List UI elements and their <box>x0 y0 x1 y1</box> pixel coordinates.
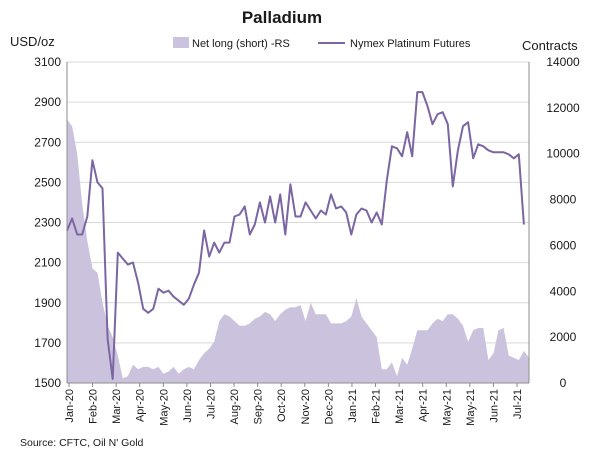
legend: Net long (short) -RS Nymex Platinum Futu… <box>173 37 471 50</box>
right-tick-label: 10000 <box>546 147 580 161</box>
x-tick-label: May-20 <box>158 389 170 426</box>
legend-label-net-long: Net long (short) -RS <box>192 38 290 50</box>
right-tick-label: 14000 <box>546 55 580 69</box>
x-tick-label: Jul-21 <box>512 389 524 419</box>
x-tick-label: Oct-20 <box>276 389 288 422</box>
left-tick-label: 2900 <box>34 95 61 109</box>
right-tick-label: 6000 <box>550 238 577 252</box>
right-tick-label: 2000 <box>550 330 577 344</box>
left-axis-ticks: 1500 1700 1900 2100 2300 2500 2700 2900 3100 <box>34 55 61 390</box>
left-tick-label: 2500 <box>34 175 61 189</box>
legend-swatch-net-long <box>173 37 189 48</box>
x-tick-label: Jan-20 <box>64 389 76 423</box>
x-tick-label: Feb-20 <box>88 389 100 424</box>
x-tick-label: Aug-20 <box>229 389 241 424</box>
right-tick-label: 8000 <box>550 193 577 207</box>
legend-label-platinum: Nymex Platinum Futures <box>350 38 471 50</box>
left-tick-label: 3100 <box>34 55 61 69</box>
source-note: Source: CFTC, Oil N' Gold <box>20 437 144 449</box>
left-tick-label: 1700 <box>34 336 61 350</box>
platinum-futures-line-series <box>66 91 525 380</box>
right-axis-label: Contracts <box>522 38 578 53</box>
right-tick-label: 12000 <box>546 101 580 115</box>
right-axis-ticks: 0 2000 4000 6000 8000 10000 12000 14000 <box>546 55 580 390</box>
x-tick-label: Jul-20 <box>205 389 217 419</box>
right-tick-label: 4000 <box>550 284 577 298</box>
net-long-area-series <box>67 119 529 384</box>
x-tick-label: May-21 <box>465 389 477 426</box>
x-tick-label: May-21 <box>441 389 453 426</box>
gridlines <box>67 61 529 344</box>
x-axis-ticks: Jan-20 Feb-20 Mar-20 Apr-20 May-20 Jun-20 Jul-… <box>64 383 524 426</box>
left-tick-label: 2300 <box>34 216 61 230</box>
x-tick-label: Dec-20 <box>323 389 335 424</box>
right-tick-label: 0 <box>560 376 567 390</box>
x-tick-label: Jun-20 <box>182 389 194 423</box>
x-tick-label: Apr-21 <box>418 389 430 422</box>
left-tick-label: 2100 <box>34 256 61 270</box>
chart-title: Palladium <box>242 8 322 27</box>
x-tick-label: Mar-20 <box>111 389 123 424</box>
x-tick-label: Jan-21 <box>347 389 359 423</box>
x-tick-label: Sep-20 <box>253 389 265 424</box>
x-tick-label: Apr-20 <box>135 389 147 422</box>
x-tick-label: Feb-21 <box>371 389 383 424</box>
left-axis-label: USD/oz <box>10 34 55 49</box>
x-tick-label: Jun-21 <box>488 389 500 423</box>
x-tick-label: Mar-21 <box>394 389 406 424</box>
left-tick-label: 2700 <box>34 135 61 149</box>
left-tick-label: 1900 <box>34 296 61 310</box>
x-tick-label: Nov-20 <box>300 389 312 424</box>
left-tick-label: 1500 <box>34 376 61 390</box>
plot-frame <box>66 62 530 384</box>
